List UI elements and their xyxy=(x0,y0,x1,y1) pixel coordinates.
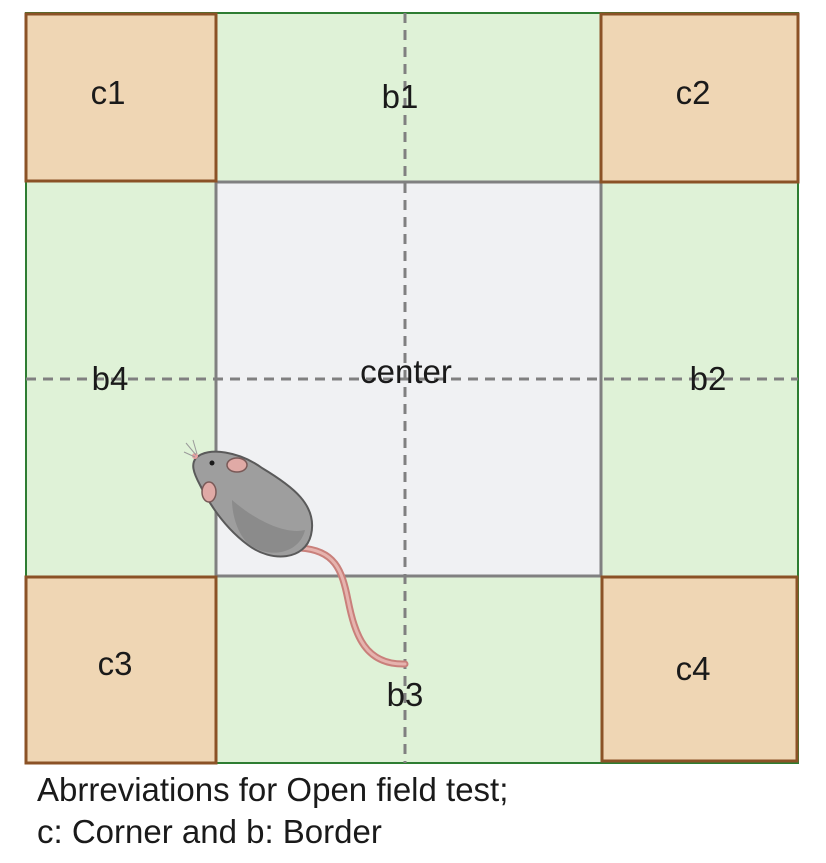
mouse-icon xyxy=(183,439,409,668)
corner-zone-c2 xyxy=(599,12,800,184)
label-c4: c4 xyxy=(676,650,711,687)
label-c1: c1 xyxy=(91,74,126,111)
label-b1: b1 xyxy=(382,78,419,115)
label-c3: c3 xyxy=(98,645,133,682)
corner-zone-c3 xyxy=(24,575,218,765)
label-center: center xyxy=(360,353,452,390)
label-c2: c2 xyxy=(676,74,711,111)
mouse-ear-left xyxy=(201,481,217,503)
caption-line-2: c: Corner and b: Border xyxy=(37,813,382,850)
mouse-ear-right xyxy=(226,457,248,473)
mouse-nose xyxy=(192,453,198,459)
mouse-body-shade xyxy=(232,500,305,553)
open-field-arena: c1 c2 c3 c4 b1 b2 b3 b4 center xyxy=(24,12,800,765)
mouse-whiskers xyxy=(183,439,198,458)
label-b2: b2 xyxy=(690,360,727,397)
mouse-eye xyxy=(209,460,215,466)
label-b4: b4 xyxy=(92,360,129,397)
label-b3: b3 xyxy=(387,676,424,713)
mouse-tail-highlight xyxy=(298,546,407,666)
corner-zone-c1 xyxy=(24,12,218,183)
caption-line-1: Abrreviations for Open field test; xyxy=(37,771,509,808)
corner-zone-c4 xyxy=(600,575,799,763)
